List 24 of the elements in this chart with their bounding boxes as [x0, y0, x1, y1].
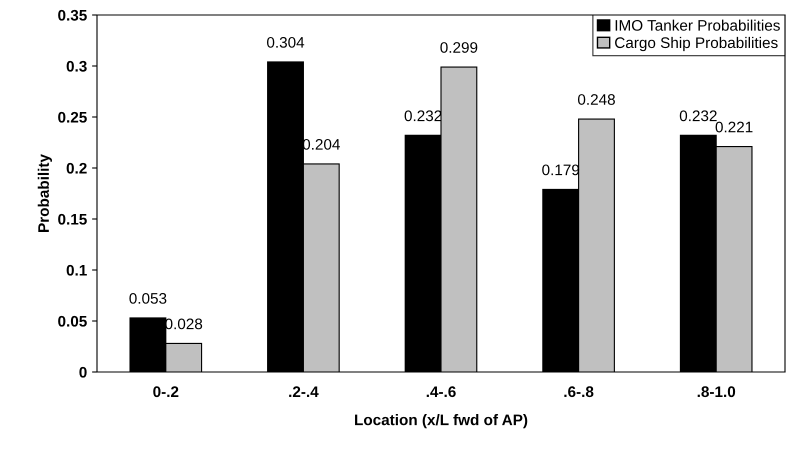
data-label: 0.053	[129, 292, 166, 304]
data-label: 0.232	[404, 110, 442, 122]
y-tick-label: 0.15	[58, 214, 87, 225]
x-tick-label: .8-1.0	[698, 386, 736, 398]
y-tick-label: 0.2	[66, 162, 87, 174]
y-tick-label: 0.1	[66, 264, 87, 276]
y-tick-label: 0.3	[66, 60, 87, 72]
x-axis-title: Location (x/L fwd of AP)	[355, 414, 528, 428]
legend-label: IMO Tanker Probabilities	[616, 20, 780, 31]
data-label: 0.299	[440, 42, 478, 53]
data-label: 0.248	[578, 94, 615, 105]
x-tick-label: .4-.6	[426, 386, 456, 398]
legend-label: Cargo Ship Probabilities	[615, 36, 778, 52]
x-tick-label: .6-.8	[564, 386, 594, 398]
y-tick-label: 0.05	[58, 316, 87, 327]
y-axis-title: Probability	[38, 154, 52, 232]
data-label: 0.232	[680, 110, 717, 122]
x-tick-label: 0-.2	[153, 386, 178, 398]
x-tick-label: .2-.4	[289, 386, 319, 397]
y-tick-label: 0.35	[58, 10, 87, 21]
data-label: 0.304	[266, 36, 304, 48]
y-tick-label: 0.25	[58, 112, 87, 123]
y-tick-label: 0	[79, 366, 87, 378]
data-label: 0.221	[716, 122, 752, 132]
